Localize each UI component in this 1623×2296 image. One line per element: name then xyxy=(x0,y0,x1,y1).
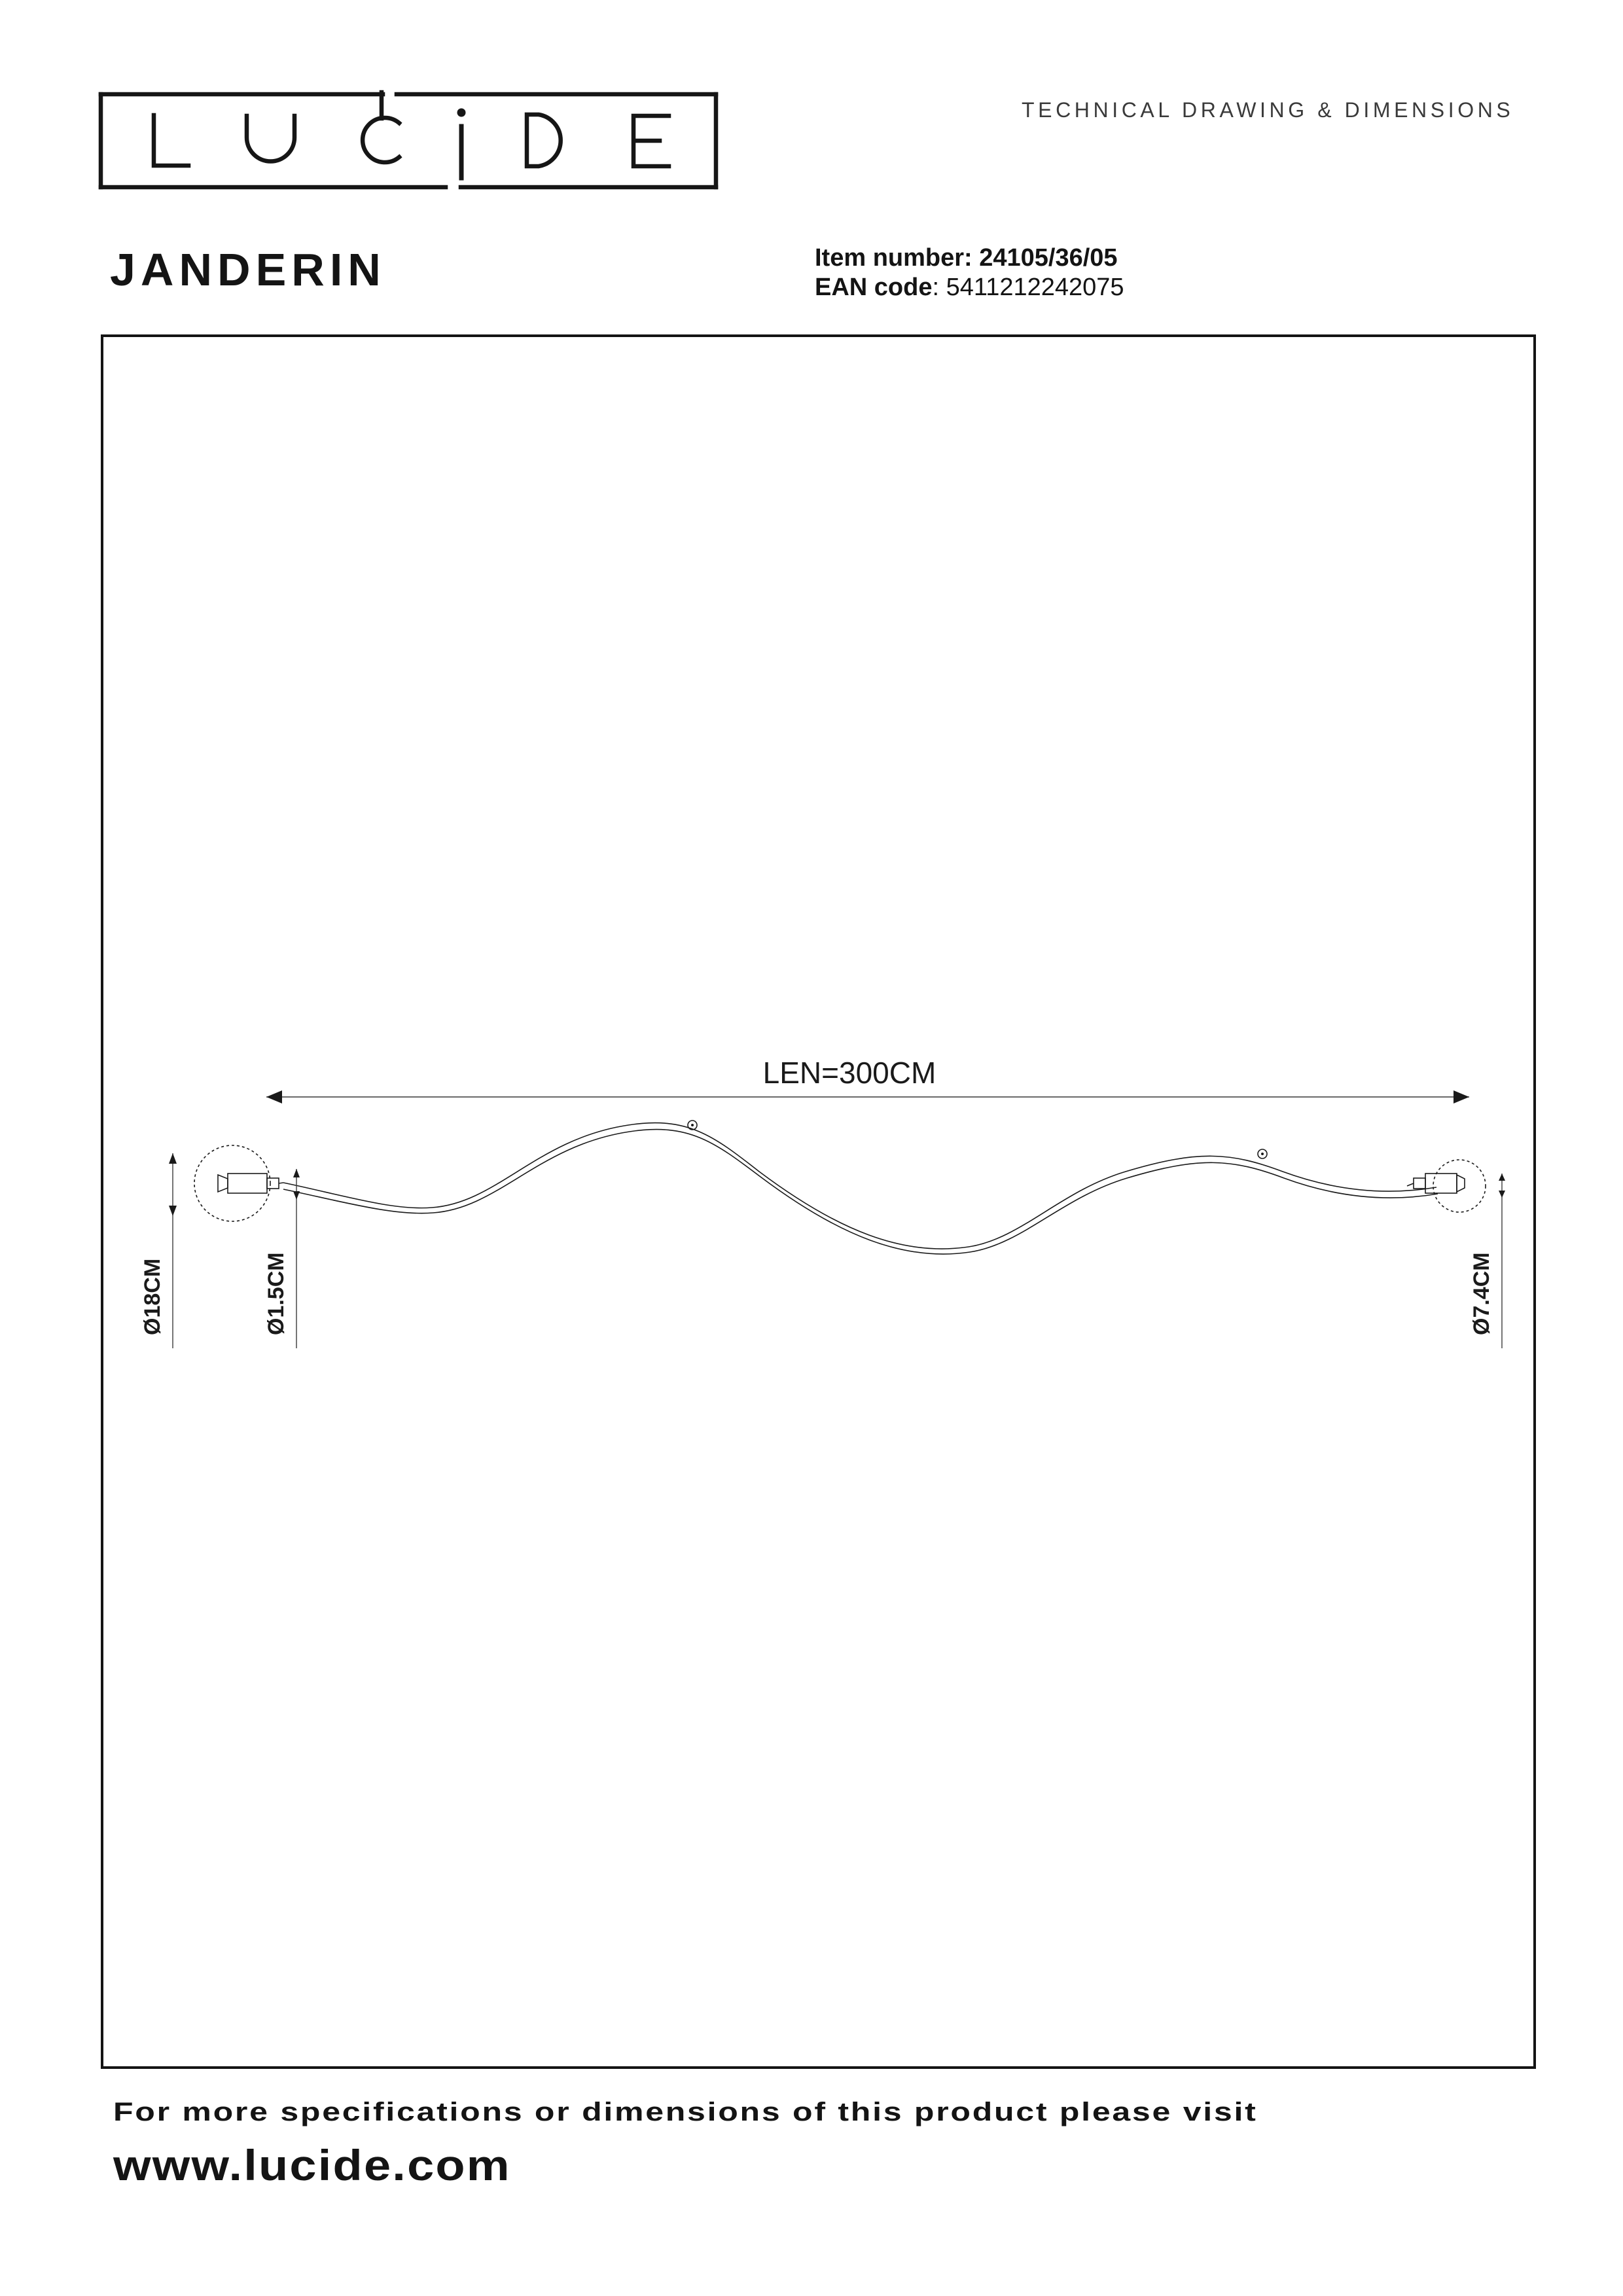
svg-text:Ø18CM: Ø18CM xyxy=(140,1259,165,1335)
svg-text:Ø7.4CM: Ø7.4CM xyxy=(1469,1252,1494,1335)
svg-text:Ø1.5CM: Ø1.5CM xyxy=(264,1252,289,1335)
svg-text:LEN=300CM: LEN=300CM xyxy=(763,1056,936,1090)
